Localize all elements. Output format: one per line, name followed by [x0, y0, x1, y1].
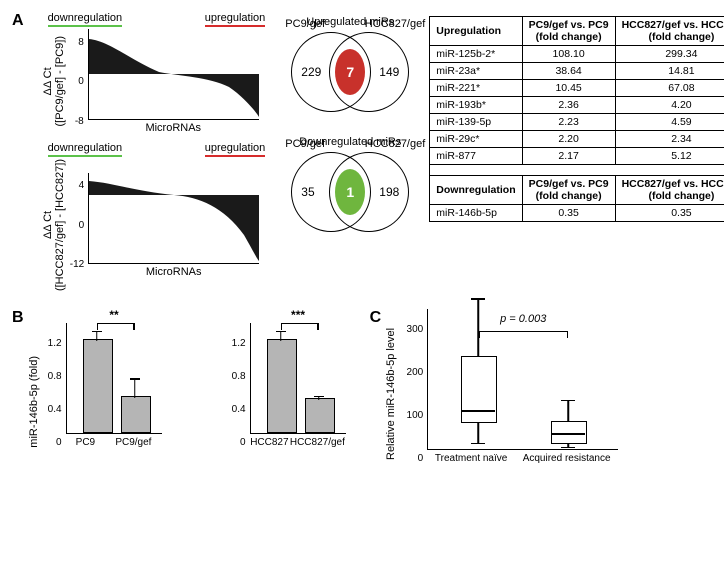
ddct-bottom-ylabel: ΔΔ Ct ([HCC827/gef] - [HCC827]) — [42, 159, 66, 291]
panel-b: B miR-146b-5p (fold)1.20.80.40**PC9PC9/g… — [12, 309, 346, 448]
venn-down: Downregulated miRs PC9/gef HCC827/gef 1 … — [285, 136, 415, 232]
table-cell: 14.81 — [615, 63, 724, 80]
table-cell: 5.12 — [615, 148, 724, 165]
fold-change-table: UpregulationPC9/gef vs. PC9(fold change)… — [429, 16, 724, 222]
table-cell: miR-139-5p — [430, 114, 522, 131]
ddct-bottom-block: downregulation upregulation ΔΔ Ct ([HCC8… — [42, 142, 272, 291]
table-header: Downregulation — [430, 176, 522, 205]
ddct-top-yticks: 8 0 -8 — [70, 37, 84, 127]
bar — [121, 396, 151, 433]
table-cell: miR-877 — [430, 148, 522, 165]
ddct-bottom-chart: MicroRNAs — [88, 173, 259, 278]
table-cell: 38.64 — [522, 63, 615, 80]
reg-up-label-2: upregulation — [205, 142, 266, 157]
table-header: Upregulation — [430, 17, 522, 46]
panel-c-yticks: 3002001000 — [401, 324, 423, 464]
venn-down-right-count: 198 — [379, 185, 399, 199]
table-cell: 2.23 — [522, 114, 615, 131]
panel-b-label: B — [12, 309, 24, 446]
venn-down-right-label: HCC827/gef — [365, 138, 426, 150]
significance-marker: *** — [291, 308, 305, 322]
table-cell: miR-29c* — [430, 131, 522, 148]
table-row: miR-125b-2*108.10299.34 — [430, 46, 724, 63]
reg-labels-top: downregulation upregulation — [42, 12, 272, 29]
venn-down-left-count: 35 — [301, 185, 314, 199]
ddct-bottom-xlabel: MicroRNAs — [88, 266, 259, 278]
table-row: miR-29c*2.202.34 — [430, 131, 724, 148]
table-header: HCC827/gef vs. HCC827(fold change) — [615, 176, 724, 205]
venn-up-left-count: 229 — [301, 65, 321, 79]
table-cell: miR-221* — [430, 80, 522, 97]
reg-down-label: downregulation — [48, 12, 123, 27]
venn-up-right-count: 149 — [379, 65, 399, 79]
venn-down-overlap: 1 — [335, 169, 365, 215]
table-header: PC9/gef vs. PC9(fold change) — [522, 176, 615, 205]
table-cell: 4.59 — [615, 114, 724, 131]
significance-marker: ** — [109, 308, 118, 322]
bar — [267, 339, 297, 433]
table-cell: 4.20 — [615, 97, 724, 114]
ddct-column: downregulation upregulation ΔΔ Ct ([PC9/… — [42, 12, 272, 291]
bar-chart: 1.20.80.40***HCC827HCC827/gef — [228, 323, 346, 448]
panel-c-ylabel: Relative miR-146b-5p level — [385, 324, 397, 464]
ddct-top-ylabel: ΔΔ Ct ([PC9/gef] - [PC9]) — [42, 36, 66, 126]
table-row: miR-193b*2.364.20 — [430, 97, 724, 114]
panel-c: C Relative miR-146b-5p level 3002001000 … — [370, 309, 619, 464]
table-row: miR-139-5p2.234.59 — [430, 114, 724, 131]
bar — [83, 339, 113, 433]
reg-labels-bottom: downregulation upregulation — [42, 142, 272, 159]
venn-column: Upregulated miRs PC9/gef HCC827/gef 7 22… — [285, 12, 415, 232]
p-value-text: p = 0.003 — [500, 313, 546, 325]
table-cell: 2.34 — [615, 131, 724, 148]
table-cell: 2.36 — [522, 97, 615, 114]
table-cell: miR-125b-2* — [430, 46, 522, 63]
venn-up-overlap: 7 — [335, 49, 365, 95]
table-row: miR-8772.175.12 — [430, 148, 724, 165]
table-cell: 0.35 — [615, 205, 724, 222]
panel-b-ylabel: miR-146b-5p (fold) — [28, 356, 40, 448]
reg-up-label: upregulation — [205, 12, 266, 27]
venn-down-left-label: PC9/gef — [285, 138, 325, 150]
table-row: miR-146b-5p0.350.35 — [430, 205, 724, 222]
table-header: HCC827/gef vs. HCC827(fold change) — [615, 17, 724, 46]
panel-c-boxplot: p = 0.003 — [427, 309, 618, 450]
venn-up-left-label: PC9/gef — [285, 18, 325, 30]
venn-up: Upregulated miRs PC9/gef HCC827/gef 7 22… — [285, 16, 415, 112]
table-cell: 108.10 — [522, 46, 615, 63]
table-cell: 2.20 — [522, 131, 615, 148]
table-row: miR-221*10.4567.08 — [430, 80, 724, 97]
table-header: PC9/gef vs. PC9(fold change) — [522, 17, 615, 46]
table-cell: miR-23a* — [430, 63, 522, 80]
table-cell: 299.34 — [615, 46, 724, 63]
ddct-top-chart: MicroRNAs — [88, 29, 259, 134]
table-cell: 0.35 — [522, 205, 615, 222]
table-cell: miR-146b-5p — [430, 205, 522, 222]
table-cell: 2.17 — [522, 148, 615, 165]
table-row: miR-23a*38.6414.81 — [430, 63, 724, 80]
panel-c-xticks: Treatment naïveAcquired resistance — [427, 453, 618, 464]
panel-c-label: C — [370, 309, 382, 462]
panel-a-label: A — [12, 12, 24, 30]
table-cell: miR-193b* — [430, 97, 522, 114]
ddct-bottom-yticks: 4 0 -12 — [70, 180, 84, 270]
table-cell: 10.45 — [522, 80, 615, 97]
ddct-top-block: downregulation upregulation ΔΔ Ct ([PC9/… — [42, 12, 272, 134]
bar-chart: miR-146b-5p (fold)1.20.80.40**PC9PC9/gef — [28, 323, 198, 448]
box — [461, 356, 497, 423]
reg-down-label-2: downregulation — [48, 142, 123, 157]
venn-up-right-label: HCC827/gef — [365, 18, 426, 30]
table-cell: 67.08 — [615, 80, 724, 97]
ddct-top-xlabel: MicroRNAs — [88, 122, 259, 134]
panel-a: A downregulation upregulation ΔΔ Ct ([PC… — [12, 12, 712, 291]
bar — [305, 398, 335, 433]
